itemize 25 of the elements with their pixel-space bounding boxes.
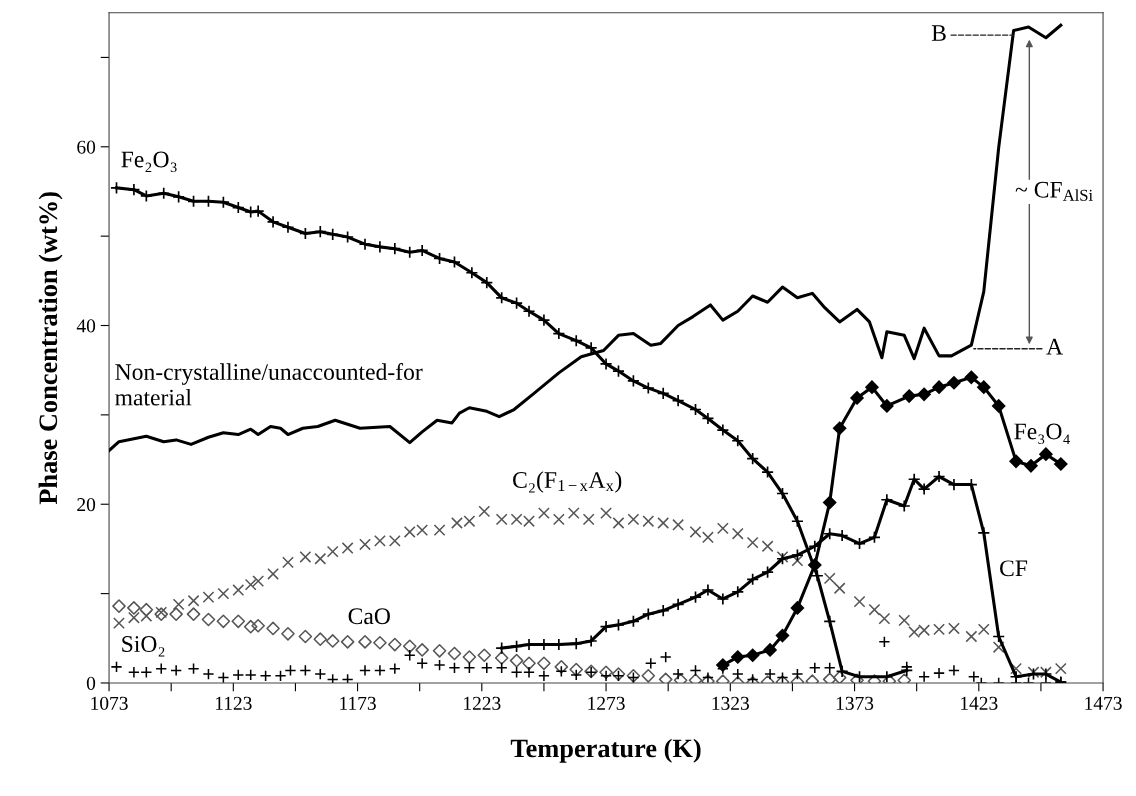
x-tick-label: 1423 <box>961 696 998 710</box>
x-tick-label: 1373 <box>836 696 874 710</box>
y-tick-label: 20 <box>77 498 96 512</box>
series-label: CF <box>1000 560 1028 577</box>
series-label: Fe₂O₃ <box>121 151 177 173</box>
annotation: A <box>1046 338 1063 355</box>
x-tick-label: 1323 <box>712 696 749 710</box>
x-tick-label: 1173 <box>340 696 376 710</box>
x-tick-label: 1273 <box>588 696 625 710</box>
x-tick-label: 1223 <box>464 696 501 710</box>
series-label: Non-crystalline/unaccounted-for material <box>115 363 423 406</box>
x-tick-label: 1073 <box>91 696 128 710</box>
y-tick-label: 40 <box>76 319 96 333</box>
series-label: Fe₃O₄ <box>1014 423 1070 445</box>
x-tick-label: 1123 <box>215 696 252 710</box>
series-label: CaO <box>348 608 390 625</box>
y-axis-title: Phase Concentration (wt%) <box>38 192 63 505</box>
y-tick-label: 60 <box>77 140 96 154</box>
x-axis-title: Temperature (K) <box>510 738 701 763</box>
annotation: ~ CF$_{AlSi}$ <box>1015 181 1093 201</box>
y-tick-label: 0 <box>86 676 96 690</box>
series-label: SiO₂ <box>122 636 165 657</box>
x-tick-label: 1473 <box>1085 696 1122 710</box>
series-label: C₂(F$_{1−x}$A$_{x}$) <box>513 471 622 493</box>
annotation: B <box>931 25 946 41</box>
